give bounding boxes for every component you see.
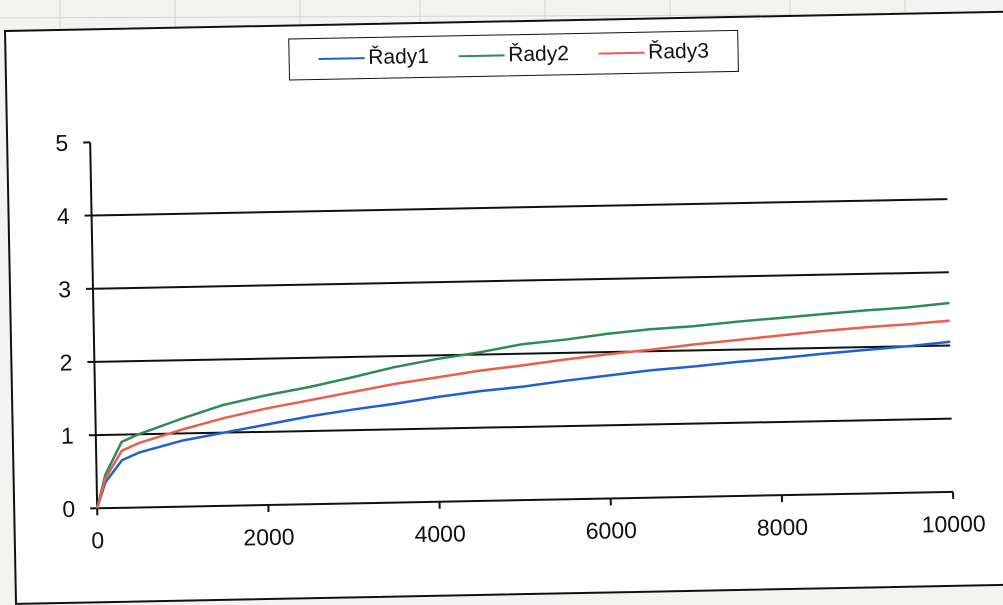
gridline-y-4 [92, 199, 948, 215]
gridline-y-3 [93, 272, 949, 288]
y-tick-label-5: 5 [55, 130, 68, 156]
series-line-2 [94, 303, 953, 508]
y-tick-label-3: 3 [58, 276, 71, 302]
y-tick-label-1: 1 [61, 423, 74, 449]
x-tick-label-0: 0 [91, 527, 104, 553]
x-tick-label-4000: 4000 [414, 520, 466, 547]
x-tick-label-10000: 10000 [921, 510, 985, 537]
plot-area[interactable]: 0 1 2 3 4 5 0 2000 4000 6000 8000 10000 [6, 13, 1003, 592]
y-axis-line [90, 142, 97, 508]
y-tick-label-4: 4 [57, 203, 70, 229]
x-tick-label-6000: 6000 [585, 517, 637, 544]
series-line-1 [94, 342, 953, 509]
x-axis-line [97, 492, 953, 508]
y-tick-label-0: 0 [62, 496, 75, 522]
x-tick-label-8000: 8000 [757, 514, 809, 541]
x-tick-label-2000: 2000 [243, 524, 295, 551]
y-tick-label-2: 2 [59, 349, 72, 375]
